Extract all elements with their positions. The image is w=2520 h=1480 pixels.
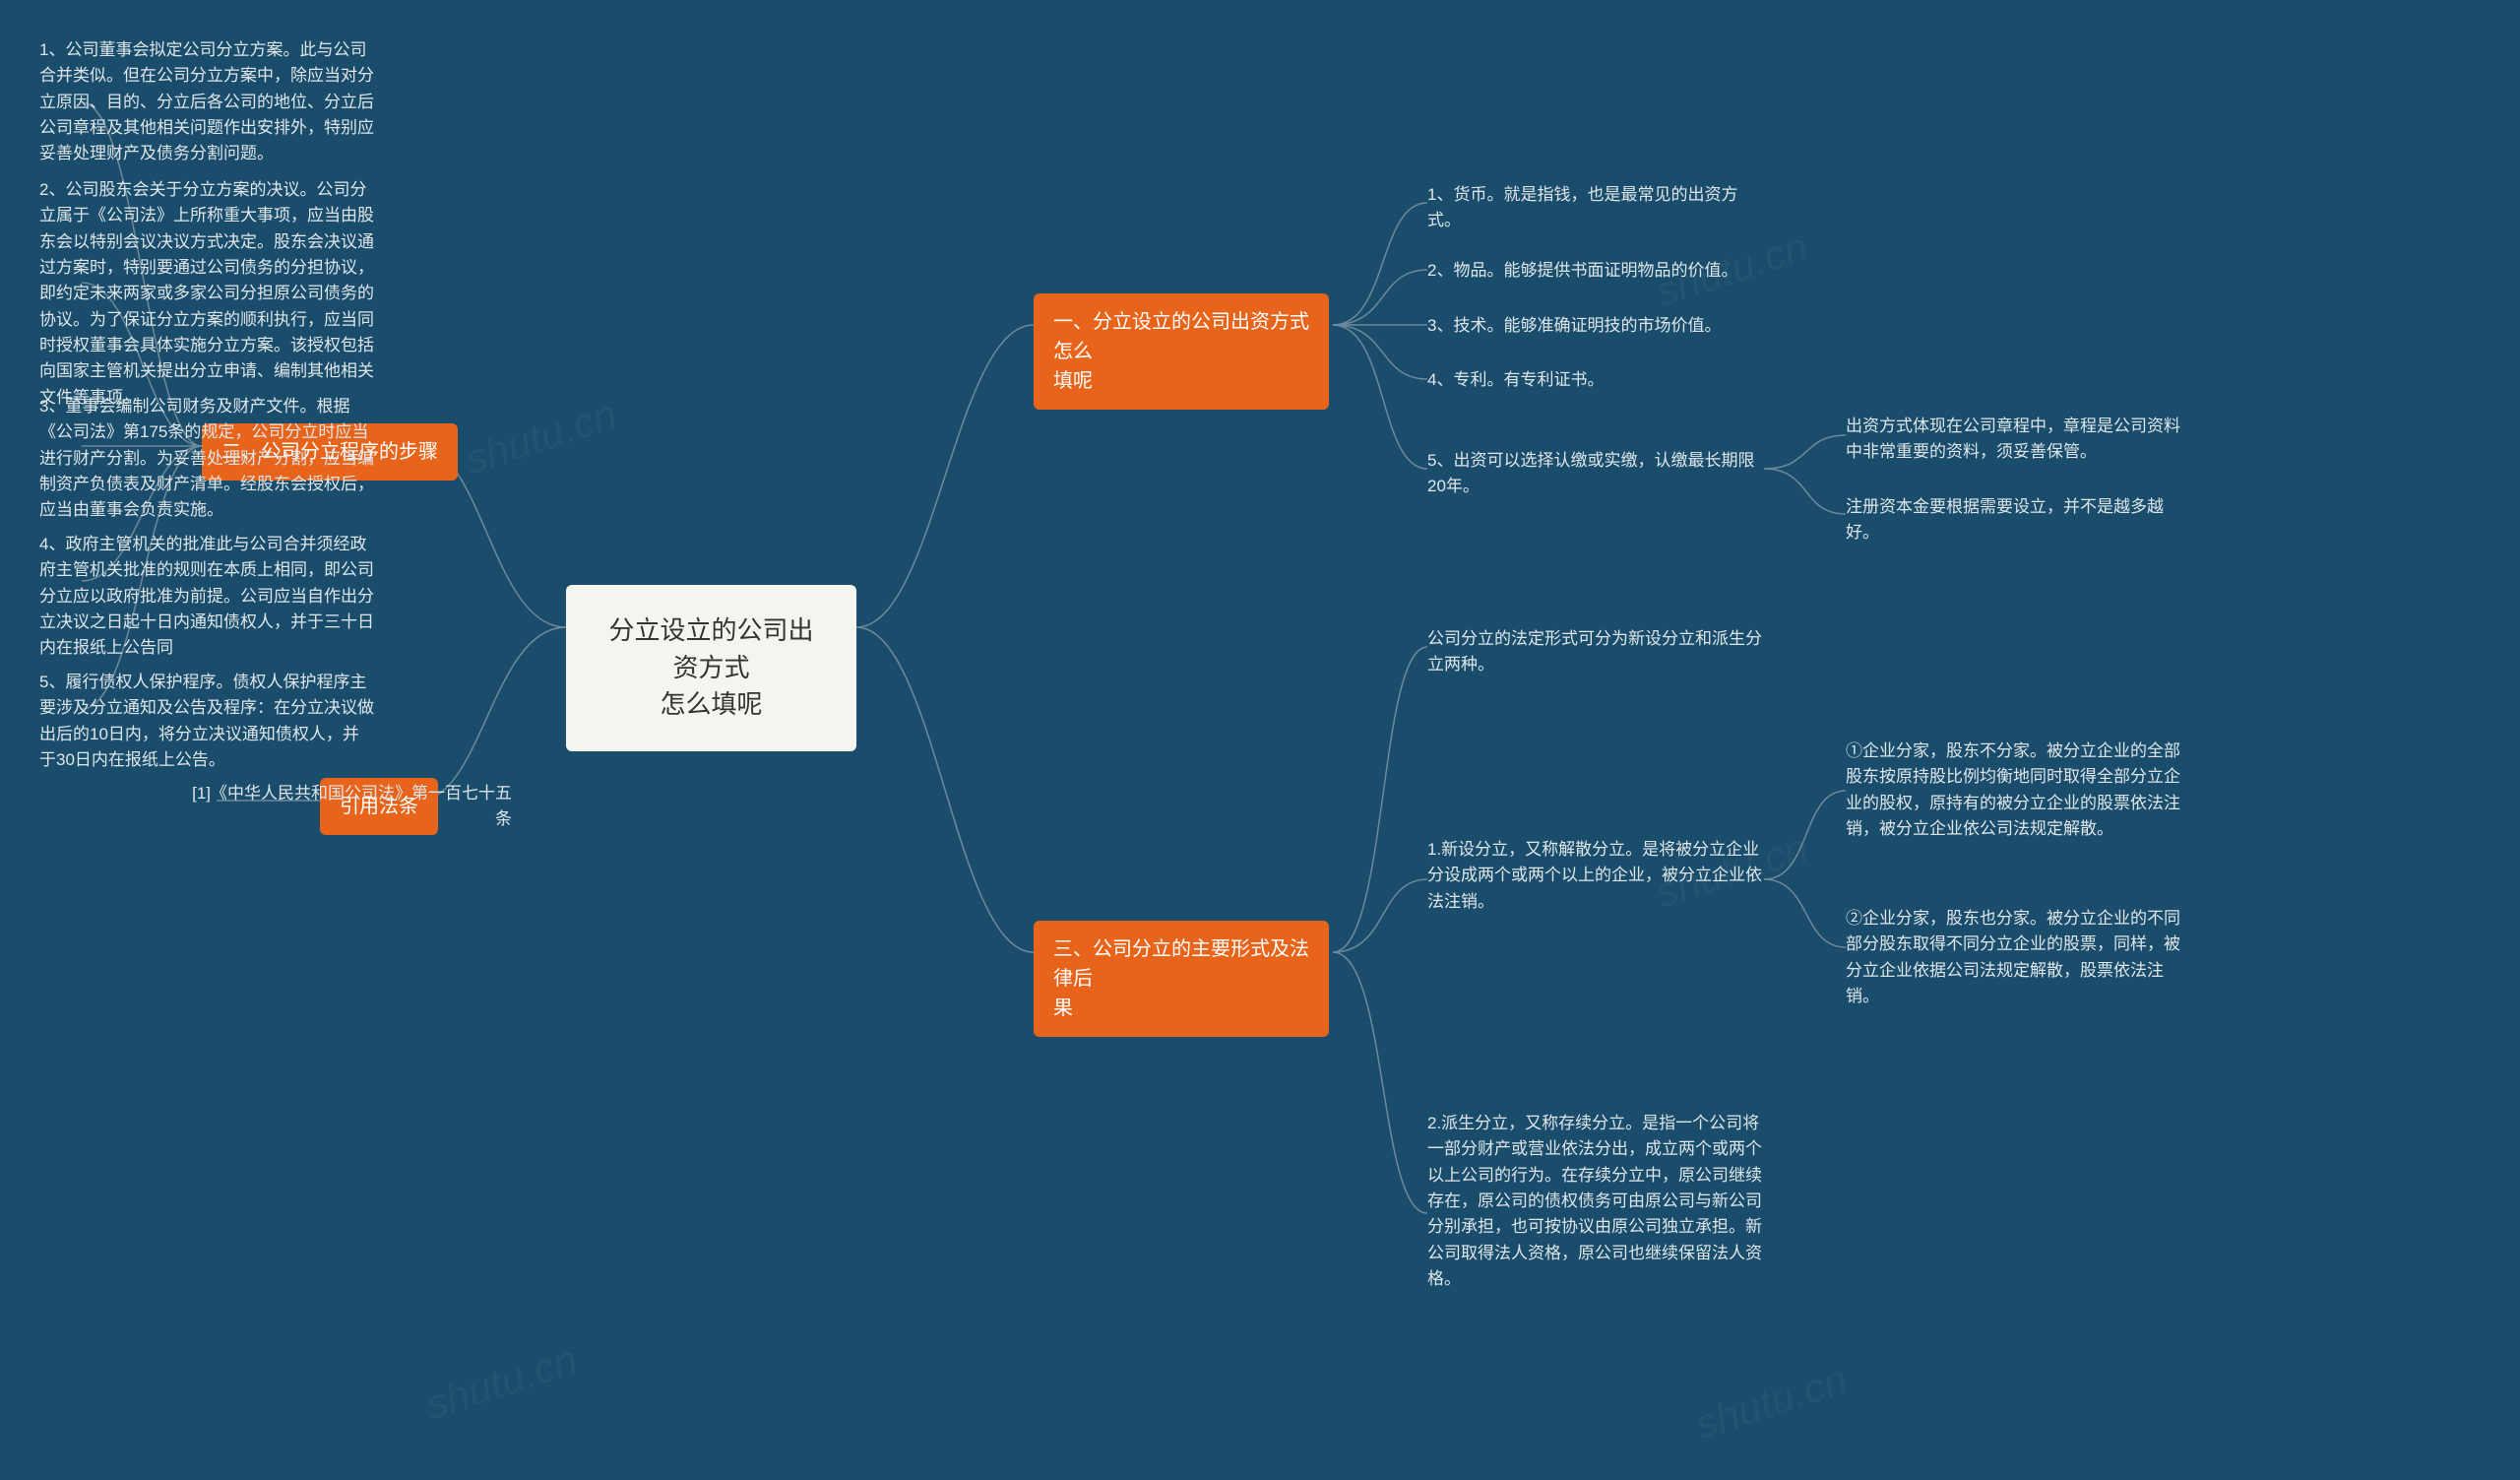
watermark: shutu.cn: [459, 391, 622, 484]
leaf-r1-3: 3、技术。能够准确证明技的市场价值。: [1427, 313, 1762, 339]
leaf-r1-2: 2、物品。能够提供书面证明物品的价值。: [1427, 258, 1762, 284]
leaf-l1-2: 2、公司股东会关于分立方案的决议。公司分立属于《公司法》上所称重大事项，应当由股…: [39, 177, 374, 411]
leaf-l1-3: 3、董事会编制公司财务及财产文件。根据《公司法》第175条的规定，公司分立时应当…: [39, 394, 374, 524]
leaf-r2-2b: ②企业分家，股东也分家。被分立企业的不同部分股东取得不同分立企业的股票，同样，被…: [1846, 906, 2180, 1009]
branch-r2-l1: 三、公司分立的主要形式及法律后: [1053, 934, 1309, 994]
leaf-l1-5: 5、履行债权人保护程序。债权人保护程序主要涉及分立通知及公告及程序：在分立决议做…: [39, 670, 374, 773]
leaf-r2-1: 公司分立的法定形式可分为新设分立和派生分立两种。: [1427, 626, 1762, 678]
branch-r1-l2: 填呢: [1053, 366, 1309, 396]
leaf-r1-5b: 注册资本金要根据需要设立，并不是越多越好。: [1846, 494, 2180, 547]
leaf-l1-1: 1、公司董事会拟定公司分立方案。此与公司合并类似。但在公司分立方案中，除应当对分…: [39, 37, 374, 167]
branch-r2: 三、公司分立的主要形式及法律后 果: [1034, 921, 1329, 1037]
watermark: shutu.cn: [1689, 1356, 1853, 1449]
center-line1: 分立设立的公司出资方式: [599, 612, 823, 686]
leaf-r2-3: 2.派生分立，又称存续分立。是指一个公司将一部分财产或营业依法分出，成立两个或两…: [1427, 1111, 1762, 1292]
branch-r2-l2: 果: [1053, 994, 1309, 1023]
leaf-r2-2: 1.新设分立，又称解散分立。是将被分立企业分设成两个或两个以上的企业，被分立企业…: [1427, 837, 1762, 915]
center-line2: 怎么填呢: [599, 686, 823, 724]
leaf-r1-4: 4、专利。有专利证书。: [1427, 367, 1762, 393]
leaf-r1-1: 1、货币。就是指钱，也是最常见的出资方式。: [1427, 182, 1762, 234]
leaf-l1-4: 4、政府主管机关的批准此与公司合并须经政府主管机关批准的规则在本质上相同，即公司…: [39, 532, 374, 662]
leaf-r2-2a: ①企业分家，股东不分家。被分立企业的全部股东按原持股比例均衡地同时取得全部分立企…: [1846, 739, 2180, 842]
watermark: shutu.cn: [419, 1336, 583, 1430]
leaf-l2-1: [1]《中华人民共和国公司法》第一百七十五条: [177, 781, 512, 833]
center-node: 分立设立的公司出资方式 怎么填呢: [566, 585, 856, 751]
branch-r1-l1: 一、分立设立的公司出资方式怎么: [1053, 307, 1309, 366]
branch-r1: 一、分立设立的公司出资方式怎么 填呢: [1034, 293, 1329, 410]
leaf-r1-5a: 出资方式体现在公司章程中，章程是公司资料中非常重要的资料，须妥善保管。: [1846, 414, 2180, 466]
leaf-r1-5: 5、出资可以选择认缴或实缴，认缴最长期限20年。: [1427, 448, 1762, 500]
